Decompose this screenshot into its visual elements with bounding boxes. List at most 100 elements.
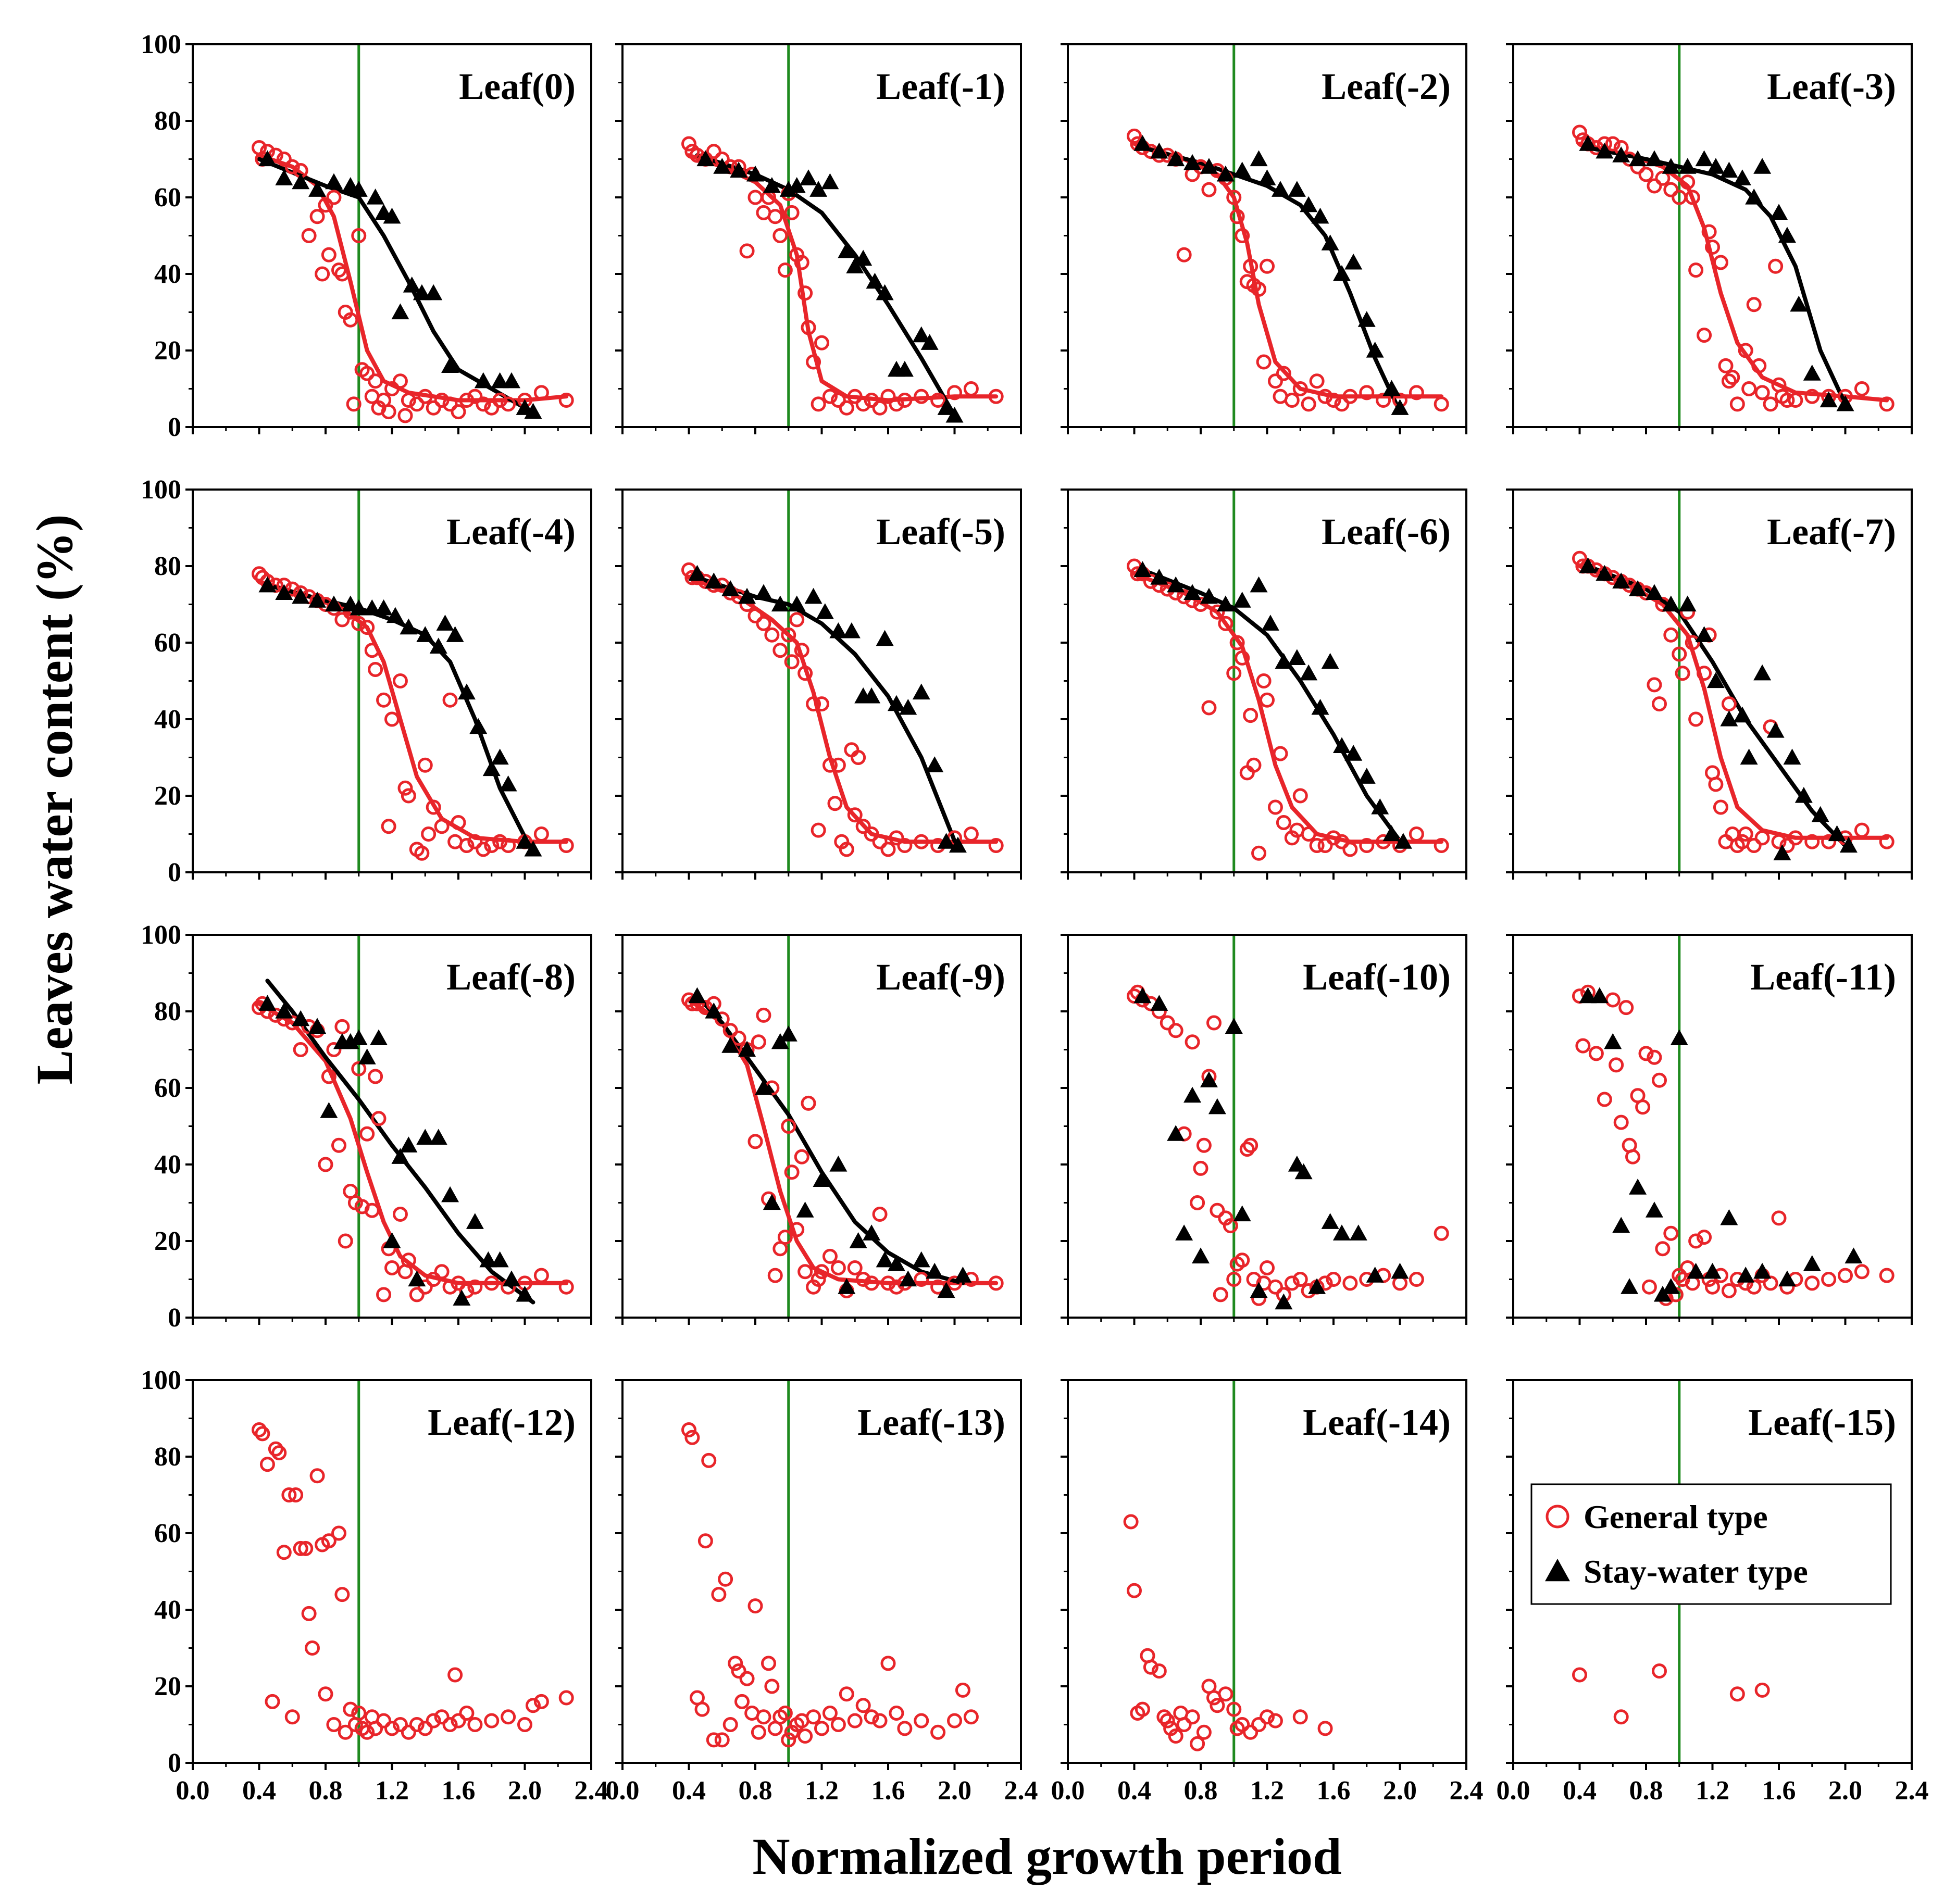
general-type-point — [331, 1525, 346, 1541]
stay-water-type-point — [838, 1278, 856, 1294]
stay-water-type-point — [1150, 995, 1168, 1011]
general-type-point — [872, 400, 888, 416]
legend-triangle-marker — [1545, 1559, 1570, 1582]
general-type-point — [1276, 366, 1291, 381]
stay-water-type-point — [292, 173, 310, 190]
stay-water-type-point — [1332, 737, 1351, 754]
general-type-point — [1226, 1272, 1242, 1287]
stay-water-type-point — [370, 1029, 388, 1046]
y-tick-label: 100 — [141, 1366, 181, 1395]
stay-water-type-point — [713, 158, 731, 174]
x-tick-label: 2.4 — [575, 1776, 608, 1806]
stay-water-type-point — [1200, 587, 1218, 604]
general-type-point — [1652, 1072, 1667, 1088]
general-type-point — [711, 1587, 727, 1602]
general-type-point — [338, 1724, 353, 1740]
general-type-point — [1572, 1667, 1587, 1683]
x-tick-label: 0.8 — [739, 1776, 772, 1806]
stay-water-type-point — [408, 1270, 426, 1287]
stay-water-type-point — [863, 1224, 881, 1241]
stay-water-type-point — [258, 576, 277, 593]
stay-water-type-point — [763, 1194, 781, 1210]
general-type-point — [781, 1119, 796, 1134]
general-type-point — [864, 826, 879, 842]
general-type-point — [764, 627, 780, 643]
stay-water-type-point — [1344, 253, 1363, 270]
stay-water-type-point — [491, 372, 509, 389]
general-type-point — [467, 1717, 483, 1732]
general-type-point — [1243, 1137, 1258, 1153]
general-type-point — [1196, 1137, 1212, 1153]
panel-leaf-2: Leaf(-2) — [1061, 43, 1467, 434]
general-type-point — [694, 1701, 710, 1717]
x-tick-label: 0.0 — [1497, 1776, 1530, 1806]
general-type-point — [988, 1275, 1004, 1291]
stay-water-type-point — [1662, 595, 1680, 612]
stay-water-type-point — [466, 1213, 484, 1229]
general-type-point — [1309, 838, 1325, 854]
x-tick-label: 1.2 — [375, 1776, 409, 1806]
y-tick-label: 80 — [154, 997, 181, 1026]
stay-water-type-point — [366, 189, 384, 205]
stay-water-type-point — [763, 177, 781, 193]
general-type-point — [706, 144, 721, 159]
general-type-point — [1738, 343, 1753, 358]
general-type-point — [409, 396, 425, 412]
general-type-point — [747, 608, 763, 624]
stay-water-type-point — [1344, 745, 1363, 761]
panel-title: Leaf(-3) — [1767, 66, 1896, 107]
general-type-point — [381, 819, 396, 834]
general-type-point — [714, 1732, 730, 1748]
panel-frame — [192, 488, 592, 873]
panel-title: Leaf(-12) — [428, 1401, 576, 1443]
panel-title: Leaf(-5) — [876, 511, 1005, 553]
general-type-point — [492, 393, 508, 408]
stay-water-type-point — [1706, 158, 1725, 174]
general-type-point — [1588, 1046, 1604, 1061]
general-type-point — [1267, 799, 1283, 815]
general-type-point — [1635, 1099, 1651, 1115]
stay-water-type-point — [308, 592, 327, 608]
stay-water-type-point — [1706, 672, 1725, 688]
general-type-point — [1229, 209, 1245, 224]
general-type-point — [288, 1487, 304, 1502]
general-type-point — [1251, 1717, 1267, 1732]
general-type-point — [681, 1422, 696, 1438]
general-type-point — [1697, 328, 1712, 343]
stay-water-type-point — [416, 1129, 434, 1145]
general-type-point — [747, 1134, 763, 1149]
stay-water-type-point — [829, 1156, 848, 1172]
general-type-point — [397, 408, 413, 423]
stay-water-type-point — [292, 587, 310, 604]
y-tick-label: 40 — [154, 1595, 181, 1625]
general-type-point — [1741, 381, 1757, 396]
stay-water-type-point — [1294, 1163, 1313, 1180]
general-type-point — [801, 320, 816, 335]
general-type-point — [914, 834, 929, 849]
general-type-point — [830, 1260, 846, 1275]
general-type-point — [1243, 1724, 1258, 1740]
general-type-point — [847, 389, 863, 404]
y-tick-label: 20 — [154, 781, 181, 811]
general-type-point — [467, 1279, 483, 1295]
general-type-point — [722, 1717, 738, 1732]
general-type-point — [889, 830, 904, 846]
general-type-point — [1746, 1279, 1762, 1295]
stay-water-type-point — [1366, 342, 1384, 358]
stay-water-type-point — [436, 615, 454, 631]
stay-water-type-point — [895, 360, 914, 377]
general-type-point — [338, 1233, 353, 1249]
stay-water-type-point — [1778, 227, 1796, 243]
general-type-point — [434, 393, 450, 408]
general-type-point — [1210, 604, 1225, 620]
general-type-point — [1292, 1709, 1308, 1725]
stay-water-type-point — [258, 995, 277, 1011]
general-type-point — [1746, 838, 1762, 854]
stay-water-type-point — [1790, 295, 1808, 312]
x-tick-label: 0.0 — [176, 1776, 210, 1806]
general-type-point — [334, 1587, 350, 1602]
stay-water-type-point — [1678, 595, 1697, 612]
general-type-point — [889, 1705, 904, 1721]
general-type-point — [1597, 1092, 1612, 1107]
general-type-point — [359, 366, 375, 381]
